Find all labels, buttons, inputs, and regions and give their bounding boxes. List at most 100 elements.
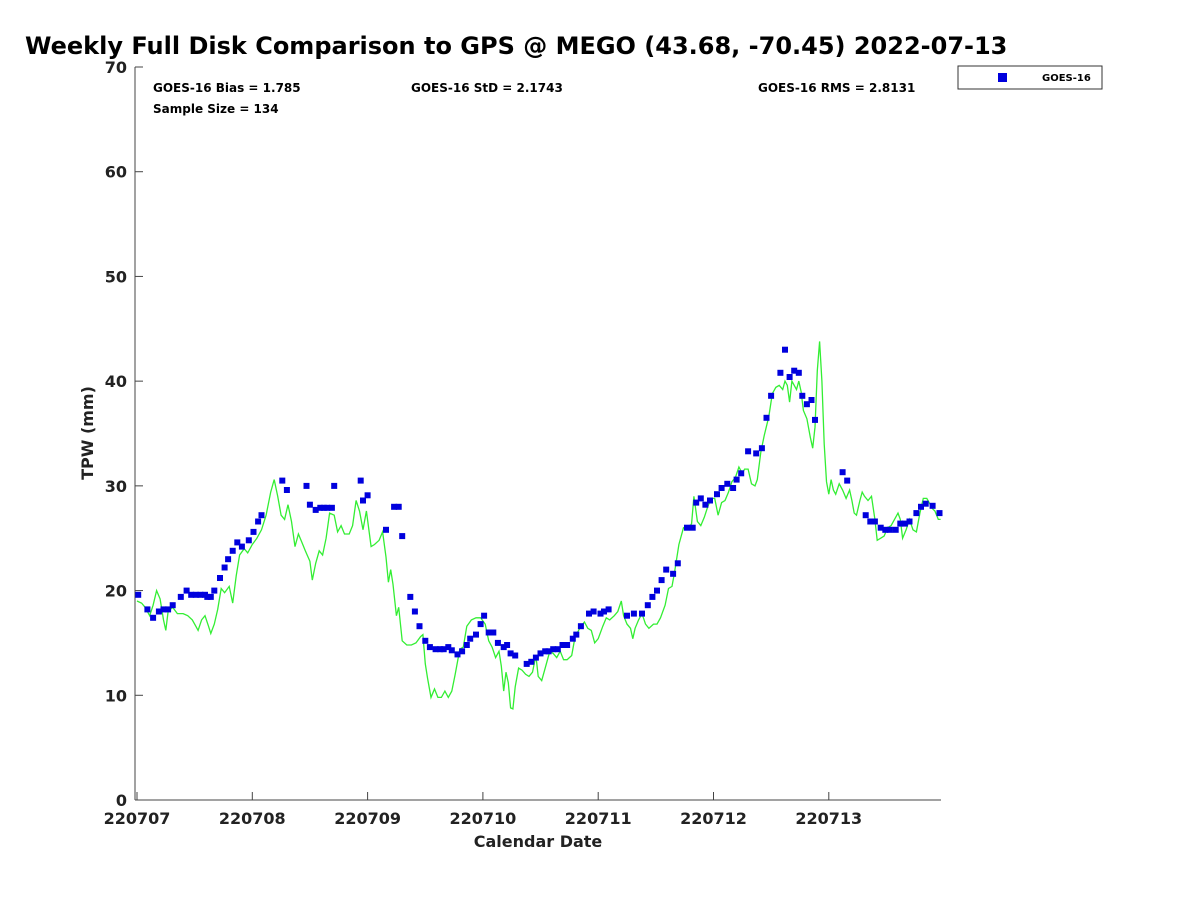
legend-marker-goes16: [998, 73, 1007, 82]
goes16-point: [897, 520, 904, 527]
goes16-point: [702, 501, 709, 508]
goes16-point: [763, 414, 770, 421]
goes16-point: [545, 648, 552, 655]
goes16-point: [416, 623, 423, 630]
goes16-point: [383, 526, 389, 533]
goes16-point: [238, 543, 245, 550]
x-axis-label: Calendar Date: [474, 832, 603, 851]
goes16-point: [714, 491, 720, 498]
goes16-point: [745, 448, 752, 455]
goes16-point: [221, 564, 228, 571]
sample-size-stat: Sample Size = 134: [153, 102, 279, 116]
goes16-point: [463, 642, 470, 648]
goes16-point: [399, 533, 406, 540]
goes16-point: [564, 642, 571, 648]
goes16-point: [777, 369, 784, 376]
goes16-point: [183, 587, 190, 594]
bias-stat: GOES-16 Bias = 1.785: [153, 81, 301, 95]
goes16-point: [477, 621, 484, 628]
goes16-point: [255, 518, 262, 525]
goes16-point: [867, 518, 874, 525]
goes16-point: [586, 610, 592, 617]
goes16-point: [795, 369, 802, 376]
goes16-point: [357, 477, 364, 484]
goes16-point: [758, 445, 765, 452]
goes16-point: [459, 648, 466, 655]
goes16-point: [312, 506, 319, 513]
goes16-point: [624, 612, 630, 619]
goes16-point: [490, 629, 497, 636]
legend-box: [957, 65, 1103, 90]
goes16-point: [317, 504, 324, 511]
goes16-point: [597, 610, 604, 617]
goes16-point: [169, 602, 176, 609]
goes16-point: [630, 610, 637, 617]
goes16-point: [569, 635, 576, 642]
goes16-point: [364, 492, 371, 499]
goes16-point: [892, 526, 899, 533]
goes16-point: [605, 606, 612, 613]
goes16-point: [177, 593, 184, 600]
goes16-point: [577, 623, 584, 630]
goes16-point: [328, 504, 335, 511]
goes16-point: [512, 652, 519, 659]
chart-title: Weekly Full Disk Comparison to GPS @ MEG…: [25, 32, 1007, 60]
goes16-point: [918, 503, 924, 510]
goes16-point: [331, 482, 338, 489]
goes16-point: [639, 610, 645, 617]
goes16-series: [135, 346, 943, 667]
goes16-point: [913, 510, 920, 517]
goes16-point: [150, 614, 157, 621]
goes16-point: [844, 477, 851, 484]
goes16-point: [803, 401, 810, 408]
goes16-point: [658, 577, 665, 584]
goes16-point: [258, 512, 265, 519]
legend-label-goes16: GOES-16: [1042, 73, 1091, 84]
goes16-point: [197, 591, 204, 598]
goes16-point: [245, 537, 252, 544]
goes16-point: [324, 504, 331, 511]
x-tick-label: 220711: [565, 809, 632, 828]
x-tick-label: 220710: [450, 809, 517, 828]
goes16-point: [485, 629, 492, 636]
goes16-point: [782, 346, 788, 353]
y-axis-label: TPW (mm): [78, 386, 97, 480]
goes16-point: [507, 650, 514, 657]
goes16-point: [689, 524, 696, 531]
y-tick-label: 40: [105, 372, 127, 391]
goes16-point: [165, 606, 172, 613]
goes16-point: [537, 650, 544, 657]
goes16-point: [500, 644, 507, 651]
goes16-point: [234, 539, 241, 546]
goes16-point: [426, 644, 433, 651]
goes16-point: [649, 593, 656, 600]
goes16-point: [440, 646, 447, 653]
goes16-point: [936, 510, 943, 517]
goes16-point: [871, 518, 878, 525]
goes16-point: [188, 591, 195, 598]
goes16-point: [135, 591, 142, 598]
goes16-point: [360, 497, 366, 504]
goes16-point: [693, 499, 700, 506]
y-tick-label: 0: [116, 791, 127, 810]
goes16-point: [901, 520, 908, 527]
x-tick-label: 220707: [104, 809, 171, 828]
goes16-point: [437, 646, 444, 653]
goes16-point: [601, 608, 607, 615]
x-tick-label: 220708: [219, 809, 286, 828]
goes16-point: [445, 644, 452, 651]
goes16-point: [144, 606, 151, 613]
goes16-point: [724, 480, 731, 487]
goes16-point: [812, 416, 818, 423]
goes16-point: [550, 646, 557, 653]
goes16-point: [886, 526, 893, 533]
goes16-point: [225, 556, 232, 563]
goes16-point: [862, 512, 869, 519]
plot-frame: [134, 67, 941, 801]
goes16-point: [684, 524, 690, 531]
goes16-point: [391, 503, 398, 510]
goes16-point: [786, 374, 793, 380]
goes16-point: [279, 477, 286, 484]
goes16-point: [644, 602, 651, 609]
goes16-point: [467, 635, 474, 642]
